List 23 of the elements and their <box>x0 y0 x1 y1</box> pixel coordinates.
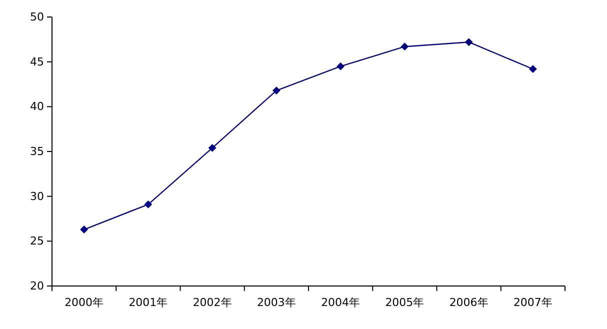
x-tick-label: 2007年 <box>513 296 552 309</box>
y-tick-label: 35 <box>30 145 44 158</box>
x-tick-label: 2005年 <box>385 296 424 309</box>
x-tick-label: 2003年 <box>256 296 296 309</box>
point <box>272 86 280 94</box>
x-tick-label: 2004年 <box>321 296 360 309</box>
y-tick-label: 45 <box>30 55 44 68</box>
point <box>528 65 537 73</box>
point <box>336 62 345 70</box>
y-tick-label: 40 <box>30 100 44 114</box>
x-tick-label: 2002年 <box>192 296 232 309</box>
x-tick-label: 2006年 <box>449 296 488 309</box>
y-tick-label: 20 <box>30 280 44 293</box>
point <box>464 38 473 46</box>
point <box>400 42 409 51</box>
x-tick-label: 2001年 <box>128 296 168 309</box>
point <box>80 226 88 234</box>
y-tick-label: 30 <box>30 190 44 203</box>
y-tick-label: 25 <box>30 234 44 248</box>
x-tick-label: 2000年 <box>64 296 104 309</box>
y-tick-label: 50 <box>30 10 44 24</box>
point <box>144 200 152 208</box>
point <box>208 144 216 152</box>
